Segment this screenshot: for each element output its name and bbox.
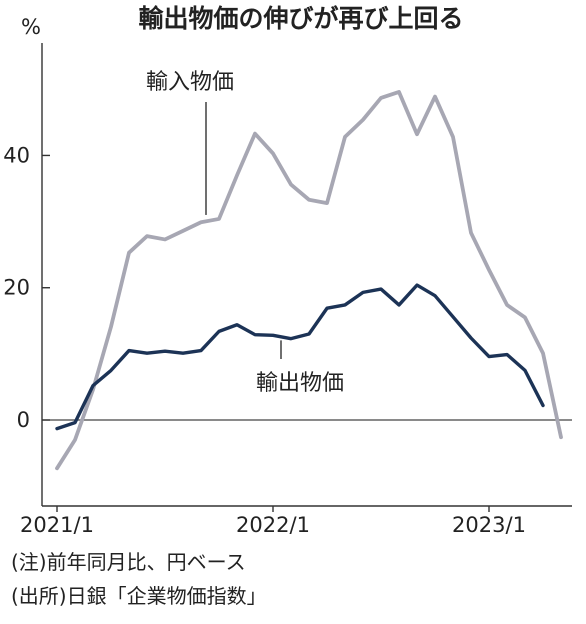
y-tick-label: 20 (3, 276, 30, 300)
import-price-line (55, 90, 563, 471)
export-price-label: 輸出物価 (256, 371, 344, 396)
x-axis-ticks: 2021/1 2022/1 2023/1 (20, 506, 526, 537)
import-price-series (55, 90, 563, 471)
note-line-2: (出所)日銀「企業物価指数」 (11, 584, 267, 608)
export-price-line (55, 283, 545, 431)
series-layer (55, 90, 563, 471)
y-axis-ticks: 0 20 40 (3, 143, 50, 432)
x-tick-label: 2023/1 (452, 513, 526, 537)
x-tick-label: 2022/1 (236, 513, 310, 537)
y-tick-label: 0 (17, 408, 30, 432)
chart-title: 輸出物価の伸びが再び上回る (138, 4, 463, 33)
import-price-label: 輸入物価 (146, 70, 234, 95)
x-tick-label: 2021/1 (20, 513, 94, 537)
export-price-series (55, 283, 545, 431)
note-line-1: (注)前年同月比、円ベース (11, 550, 246, 574)
y-axis-unit-label: % (21, 15, 41, 39)
y-tick-label: 40 (3, 143, 30, 167)
